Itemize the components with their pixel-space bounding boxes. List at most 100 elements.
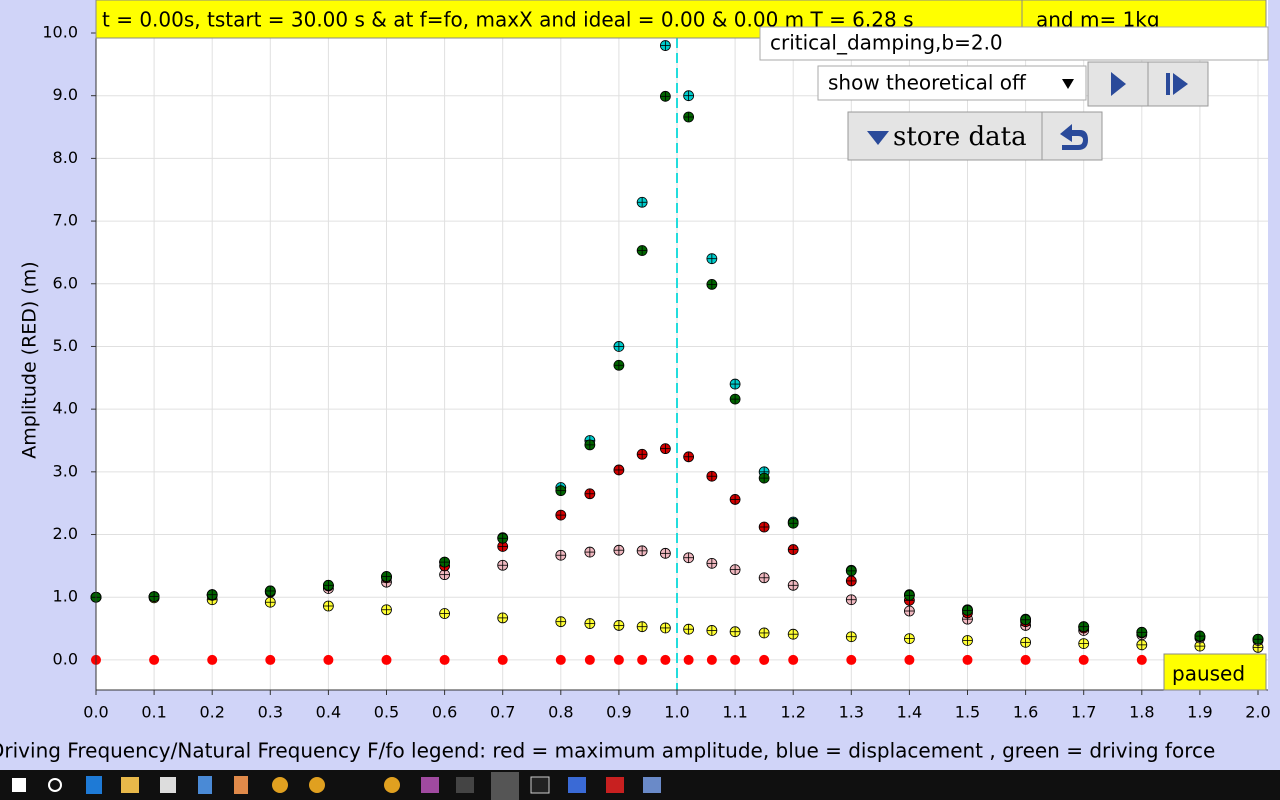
taskbar [0,770,1280,800]
data-point [264,585,276,597]
marker [613,654,624,665]
data-point [497,559,509,571]
start-button[interactable] [12,778,26,792]
data-point [1194,640,1206,652]
data-point [758,572,770,584]
app-icon[interactable] [643,777,661,793]
x-tick-label: 0.2 [199,703,224,722]
data-point [555,654,566,665]
app-icon[interactable] [530,776,550,794]
data-point [787,579,799,591]
marker [904,654,915,665]
data-point [787,544,799,555]
data-point [584,618,596,629]
data-point [555,509,567,521]
data-point [659,443,671,455]
x-tick-label: 1.2 [780,703,805,722]
data-point [845,594,857,606]
marker [683,654,694,665]
data-point [148,591,160,602]
x-tick-label: 0.7 [490,703,515,722]
x-tick-label: 0.9 [606,703,631,722]
data-point [1136,639,1148,651]
data-point [706,278,718,290]
data-point [683,654,694,665]
data-point [439,556,451,568]
data-point [613,464,625,476]
dropdown-arrow [1062,79,1074,89]
damping-field[interactable] [759,26,1269,61]
data-point [323,654,334,665]
x-tick-label: 0.1 [141,703,166,722]
app-icon[interactable] [121,777,139,793]
data-point [659,40,671,51]
x-tick-label: 1.8 [1129,703,1154,722]
app-icon[interactable] [421,777,439,793]
marker [1020,654,1031,665]
app-icon[interactable] [309,777,325,793]
app-icon[interactable] [491,772,519,800]
data-point [381,571,392,582]
app-icon[interactable] [160,777,176,793]
data-point [439,654,450,665]
state-text: paused [1172,662,1245,686]
x-tick-label: 1.5 [955,703,980,722]
data-point [149,654,160,665]
data-point [729,626,741,638]
data-point [729,378,741,390]
y-tick-label: 7.0 [53,211,78,230]
x-tick-label: 0.4 [316,703,341,722]
step-icon [1166,73,1170,95]
data-point [788,654,799,665]
y-tick-label: 9.0 [53,85,78,104]
marker [1136,654,1147,665]
app-icon[interactable] [384,777,400,793]
marker [962,654,973,665]
data-point [555,485,567,497]
app-icon[interactable] [456,777,474,793]
x-tick-label: 1.7 [1071,703,1096,722]
app-icon[interactable] [234,776,248,794]
marker [660,654,671,665]
y-tick-label: 2.0 [53,524,78,543]
data-point [207,654,218,665]
marker [846,654,857,665]
data-point [729,494,741,505]
data-point [659,547,671,559]
data-point [636,621,648,633]
data-point [787,628,799,640]
data-point [555,616,567,628]
app-icon[interactable] [198,776,212,794]
search-button[interactable] [48,778,62,792]
data-point [845,631,857,643]
store-button-text: store data [893,122,1027,152]
x-tick-label: 0.8 [548,703,573,722]
data-point [904,633,915,644]
data-point [497,612,509,624]
data-point [1078,654,1089,665]
data-point [706,470,718,482]
data-point [758,472,770,484]
data-point [322,600,334,612]
data-point [1194,630,1206,642]
data-point [659,90,671,102]
data-point [637,654,648,665]
data-point [613,341,625,352]
app-icon[interactable] [272,777,288,793]
data-point [706,557,718,569]
marker [759,654,770,665]
marker [497,654,508,665]
data-point [584,488,596,500]
data-point [729,564,741,576]
x-tick-label: 0.5 [374,703,399,722]
theory-select[interactable] [817,65,1087,101]
app-icon[interactable] [86,776,102,794]
data-point [683,451,695,463]
app-icon[interactable] [606,777,624,793]
data-point [636,448,648,460]
x-tick-label: 1.6 [1013,703,1038,722]
x-tick-label: 0.3 [258,703,283,722]
y-tick-label: 4.0 [53,399,78,418]
app-icon[interactable] [568,777,586,793]
y-tick-label: 10.0 [42,23,78,42]
